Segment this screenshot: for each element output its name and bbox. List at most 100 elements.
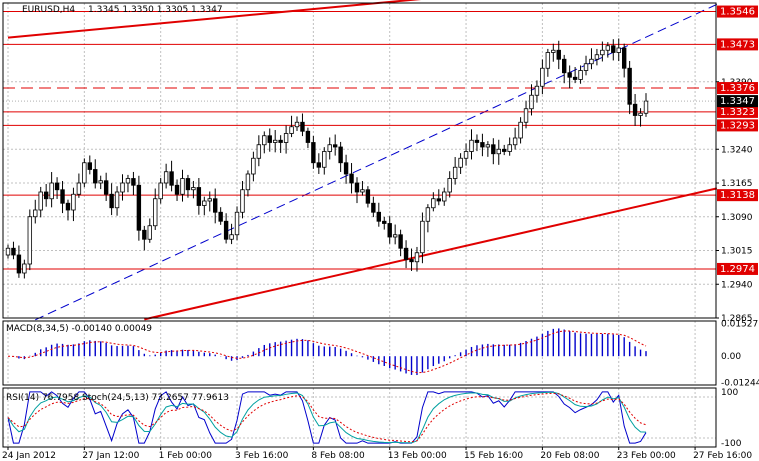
price-tick-label: 1.2940: [721, 280, 753, 290]
candle-body: [65, 202, 71, 211]
header-labels: EURUSD,H4 1.3345 1.3350 1.3305 1.3347 MA…: [6, 5, 229, 403]
candle: [202, 196, 207, 216]
candle: [534, 80, 540, 103]
candle-body: [425, 207, 431, 222]
candle: [621, 43, 627, 78]
candle-body: [103, 180, 109, 195]
candle: [556, 40, 561, 70]
candle-body: [174, 184, 180, 195]
candle-body: [153, 198, 158, 227]
macd-panel-frame: [2, 320, 717, 386]
candle: [638, 108, 643, 127]
level-badge: [717, 189, 758, 202]
candle: [262, 131, 267, 154]
candle-body: [447, 178, 452, 193]
candle-body: [43, 191, 49, 200]
time-tick-label: 15 Feb 16:00: [464, 451, 523, 461]
candle-body: [463, 151, 469, 159]
candle-body: [534, 85, 540, 96]
candle: [354, 177, 360, 204]
rsi-line: [7, 391, 647, 444]
candle: [245, 170, 251, 197]
candle-body: [600, 49, 605, 56]
stoch-signal-line: [7, 392, 647, 443]
candle: [256, 135, 262, 167]
candle: [545, 48, 551, 77]
level-badge: [717, 119, 758, 132]
candle: [360, 180, 365, 196]
macd-signal-line: [7, 330, 647, 374]
candle: [82, 158, 87, 188]
candle-body: [436, 198, 441, 202]
candle-body: [567, 72, 572, 78]
candle: [365, 186, 371, 208]
candle: [507, 137, 512, 156]
candle-body: [158, 182, 163, 200]
level-badge-label: 1.3293: [720, 120, 755, 131]
candle: [600, 41, 605, 62]
candle: [420, 212, 425, 264]
price-tick-label: 1.3015: [721, 247, 753, 257]
trend-channel[interactable]: [7, 0, 718, 321]
candle: [125, 174, 131, 193]
candle: [16, 245, 22, 278]
candle: [338, 141, 343, 172]
candle: [213, 188, 218, 224]
candle-body: [376, 211, 382, 222]
candle-body: [311, 142, 316, 164]
candle-body: [469, 139, 474, 152]
candle: [447, 171, 452, 198]
candle: [163, 163, 169, 189]
candle-body: [403, 247, 409, 260]
level-badge-label: 1.3323: [720, 107, 755, 118]
candle: [567, 65, 572, 89]
candle: [540, 59, 545, 95]
time-tick-label: 27 Feb 16:00: [693, 451, 752, 461]
candle-body: [147, 225, 152, 240]
candle: [463, 143, 469, 166]
candle: [491, 138, 496, 165]
candle: [103, 172, 109, 201]
horizontal-levels[interactable]: [3, 11, 716, 270]
candle: [387, 216, 392, 244]
candle-body: [185, 178, 191, 191]
candle-body: [491, 144, 496, 155]
candle-body: [562, 58, 567, 74]
candle-body: [289, 126, 294, 134]
candle: [76, 173, 82, 198]
candle-body: [49, 182, 54, 200]
candle-body: [420, 220, 425, 254]
candle: [229, 223, 234, 245]
candle: [605, 42, 611, 58]
candle: [109, 183, 114, 216]
candle-body: [300, 121, 305, 132]
candle: [27, 209, 33, 271]
candle: [611, 39, 616, 61]
candle-body: [27, 216, 33, 265]
macd-tick-label: 0.00: [721, 352, 741, 362]
candle: [409, 248, 414, 271]
level-badge-label: 1.3376: [720, 83, 755, 94]
candle: [343, 154, 349, 184]
candle-body: [196, 187, 202, 206]
candle: [289, 115, 294, 138]
candle-body: [627, 67, 632, 105]
candle: [131, 171, 136, 196]
candle: [294, 116, 300, 131]
candle-body: [82, 162, 87, 184]
candle-body: [163, 171, 169, 184]
candle-body: [452, 166, 458, 179]
macd-tick-label: 0.01527: [721, 320, 758, 330]
candlestick-series: [5, 38, 649, 279]
candle: [572, 67, 578, 84]
candle: [49, 172, 54, 208]
candle: [496, 139, 501, 165]
price-tick-label: 1.2865: [721, 314, 753, 324]
candle: [71, 187, 76, 222]
candle: [442, 187, 447, 206]
candle: [38, 186, 43, 218]
time-tick-label: 13 Feb 00:00: [388, 451, 447, 461]
candle: [480, 133, 485, 157]
candle-body: [202, 200, 207, 206]
